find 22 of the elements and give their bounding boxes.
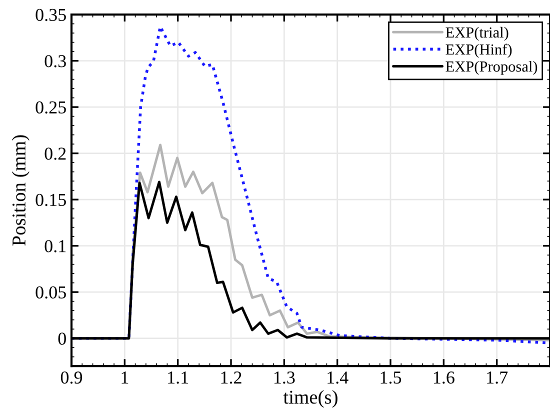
x-tick-label: 1.2 (221, 372, 242, 384)
x-tick-label: 1.7 (487, 372, 508, 384)
y-tick-label: 0.1 (44, 240, 66, 252)
y-tick-label: 0.25 (36, 101, 66, 114)
x-axis-title: time(s) (283, 390, 338, 408)
x-tick-label: 1.3 (274, 372, 295, 384)
y-tick-label: 0 (58, 332, 66, 345)
x-tick-label: 1 (122, 372, 128, 384)
y-tick-label: 0.05 (36, 286, 66, 299)
x-tick-label: 0.9 (60, 371, 82, 384)
y-tick-label: 0.15 (36, 194, 66, 206)
x-tick-label: 1.1 (168, 372, 188, 384)
y-tick-label: 0.35 (36, 8, 66, 22)
y-axis-title: Position (mm) (12, 135, 30, 246)
legend-label: EXP(Hinf) (446, 44, 512, 58)
y-tick-label: 0.2 (44, 148, 66, 160)
legend-label: EXP(trial) (446, 26, 508, 41)
legend-label: EXP(Proposal) (446, 60, 538, 75)
x-tick-label: 1.4 (328, 372, 348, 384)
x-tick-label: 1.5 (380, 372, 402, 384)
x-tick-label: 1.6 (434, 372, 454, 384)
y-tick-label: 0.3 (44, 55, 66, 68)
